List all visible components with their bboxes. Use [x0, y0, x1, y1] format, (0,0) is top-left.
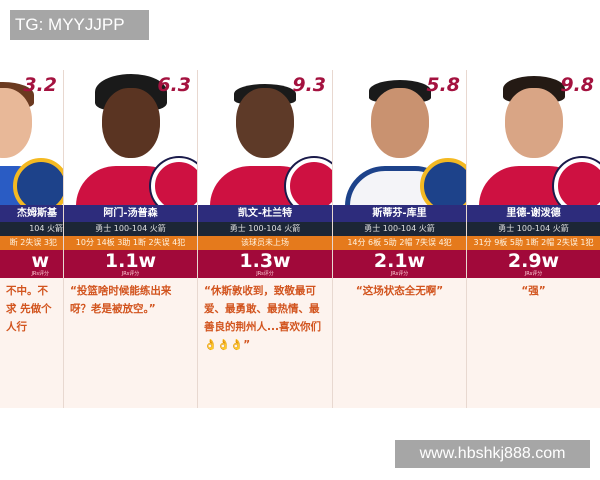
player-name: 里德-谢泼德	[467, 205, 600, 222]
player-quote: “投篮啥时候能练出来呀？老是被放空。”	[64, 278, 197, 408]
player-stats: 断 2失误 3犯	[0, 236, 63, 250]
player-card: 6.3 阿门-汤普森 勇士 100-104 火箭 10分 14板 3助 1断 2…	[64, 70, 198, 408]
player-rating: 9.8	[560, 74, 594, 96]
watermark-bottom: www.hbshkj888.com	[395, 440, 590, 468]
score-box: 1.3w JRs评分	[198, 250, 332, 278]
vote-count: 2.9w	[507, 250, 560, 272]
vote-count: w	[31, 250, 49, 272]
score-box: 1.1w JRs评分	[64, 250, 197, 278]
player-name: 凯文-杜兰特	[198, 205, 332, 222]
player-name: 斯蒂芬-库里	[333, 205, 466, 222]
player-rating: 3.2	[23, 74, 57, 96]
player-name: 杰姆斯基	[0, 205, 63, 222]
score-box: w JRs评分	[0, 250, 63, 278]
player-rating: 5.8	[426, 74, 460, 96]
score-label: JRs评分	[256, 271, 274, 277]
vote-count: 1.1w	[104, 250, 157, 272]
player-stats: 10分 14板 3助 1断 2失误 4犯	[64, 236, 197, 250]
player-rating: 6.3	[157, 74, 191, 96]
vote-count: 2.1w	[373, 250, 426, 272]
game-result: 勇士 100-104 火箭	[198, 222, 332, 236]
player-photo: 6.3	[64, 70, 197, 205]
warriors-logo-icon	[13, 158, 63, 205]
game-result: 勇士 100-104 火箭	[64, 222, 197, 236]
player-stats: 14分 6板 5助 2帽 7失误 4犯	[333, 236, 466, 250]
player-card: 5.8 斯蒂芬-库里 勇士 100-104 火箭 14分 6板 5助 2帽 7失…	[333, 70, 467, 408]
warriors-logo-icon	[420, 158, 466, 205]
watermark-top: TG: MYYJJPP	[10, 10, 149, 40]
player-rating: 9.3	[292, 74, 326, 96]
player-photo: 9.8	[467, 70, 600, 205]
score-label: JRs评分	[121, 271, 140, 277]
player-quote: “休斯敦收到，致敬最可爱、最勇敢、最热情、最善良的荆州人...喜欢你们👌👌👌”	[198, 278, 332, 408]
player-photo: 5.8	[333, 70, 466, 205]
player-photo: 3.2	[0, 70, 63, 205]
player-stats: 该球员未上场	[198, 236, 332, 250]
player-name: 阿门-汤普森	[64, 205, 197, 222]
player-photo: 9.3	[198, 70, 332, 205]
score-label: JRs评分	[524, 271, 543, 277]
player-stats: 31分 9板 5助 1断 2帽 2失误 1犯	[467, 236, 600, 250]
player-quote: 不中。不求 先做个人行	[0, 278, 63, 408]
player-card: 9.3 凯文-杜兰特 勇士 100-104 火箭 该球员未上场 1.3w JRs评…	[198, 70, 333, 408]
vote-count: 1.3w	[239, 250, 291, 272]
player-card: 3.2 杰姆斯基 104 火箭 断 2失误 3犯 w JRs评分 不中。不求 先做…	[0, 70, 64, 408]
rockets-logo-icon	[151, 158, 197, 205]
game-result: 勇士 100-104 火箭	[333, 222, 466, 236]
score-box: 2.9w JRs评分	[467, 250, 600, 278]
player-quote: “强”	[467, 278, 600, 408]
game-result: 104 火箭	[0, 222, 63, 236]
score-label: JRs评分	[390, 271, 409, 277]
score-box: 2.1w JRs评分	[333, 250, 466, 278]
rockets-logo-icon	[554, 158, 600, 205]
game-result: 勇士 100-104 火箭	[467, 222, 600, 236]
score-label: JRs评分	[31, 271, 49, 277]
rockets-logo-icon	[286, 158, 332, 205]
player-quote: “这场状态全无啊”	[333, 278, 466, 408]
player-ratings-board: 3.2 杰姆斯基 104 火箭 断 2失误 3犯 w JRs评分 不中。不求 先做…	[0, 70, 600, 408]
player-card: 9.8 里德-谢泼德 勇士 100-104 火箭 31分 9板 5助 1断 2帽…	[467, 70, 600, 408]
